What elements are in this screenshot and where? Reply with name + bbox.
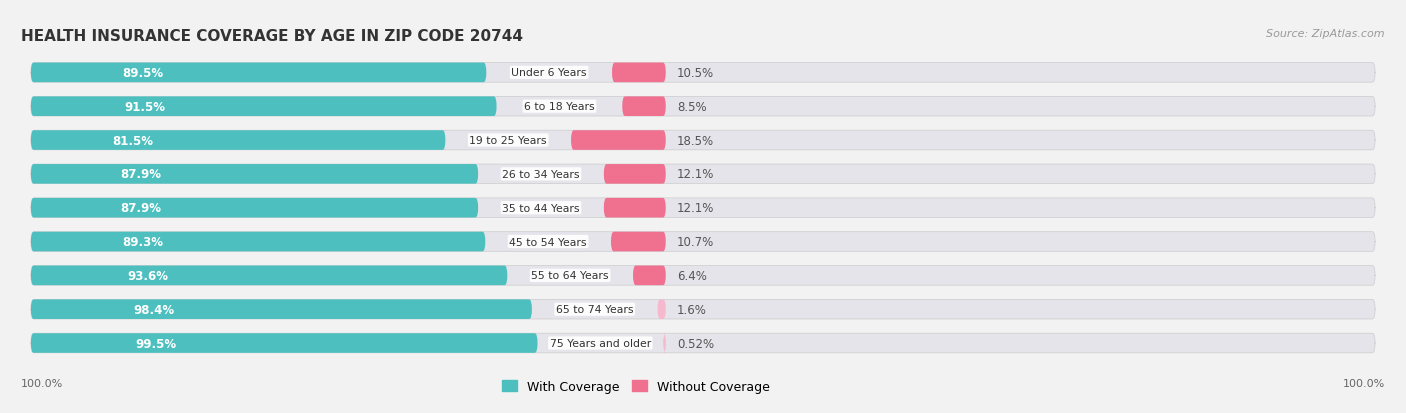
Text: 75 Years and older: 75 Years and older <box>550 338 651 348</box>
Text: 10.7%: 10.7% <box>676 235 714 249</box>
Text: 6 to 18 Years: 6 to 18 Years <box>524 102 595 112</box>
FancyBboxPatch shape <box>31 232 485 252</box>
FancyBboxPatch shape <box>633 266 666 285</box>
Text: 35 to 44 Years: 35 to 44 Years <box>502 203 579 213</box>
FancyBboxPatch shape <box>31 97 496 117</box>
Text: Source: ZipAtlas.com: Source: ZipAtlas.com <box>1267 29 1385 39</box>
Text: 12.1%: 12.1% <box>676 202 714 215</box>
Text: 12.1%: 12.1% <box>676 168 714 181</box>
Text: 100.0%: 100.0% <box>1343 378 1385 388</box>
Text: 8.5%: 8.5% <box>676 100 707 114</box>
FancyBboxPatch shape <box>612 232 666 252</box>
Text: 91.5%: 91.5% <box>125 100 166 114</box>
FancyBboxPatch shape <box>31 333 1375 353</box>
FancyBboxPatch shape <box>31 198 478 218</box>
Text: 87.9%: 87.9% <box>120 202 162 215</box>
Text: HEALTH INSURANCE COVERAGE BY AGE IN ZIP CODE 20744: HEALTH INSURANCE COVERAGE BY AGE IN ZIP … <box>21 29 523 44</box>
FancyBboxPatch shape <box>31 165 1375 184</box>
FancyBboxPatch shape <box>31 97 1375 117</box>
FancyBboxPatch shape <box>31 333 537 353</box>
Text: 19 to 25 Years: 19 to 25 Years <box>470 136 547 146</box>
FancyBboxPatch shape <box>612 64 666 83</box>
FancyBboxPatch shape <box>31 131 1375 150</box>
FancyBboxPatch shape <box>623 97 666 117</box>
Text: 6.4%: 6.4% <box>676 269 707 282</box>
Text: 55 to 64 Years: 55 to 64 Years <box>531 271 609 281</box>
Text: 45 to 54 Years: 45 to 54 Years <box>509 237 586 247</box>
Text: 18.5%: 18.5% <box>676 134 714 147</box>
FancyBboxPatch shape <box>658 300 666 319</box>
FancyBboxPatch shape <box>603 165 666 184</box>
Text: 89.3%: 89.3% <box>122 235 163 249</box>
Text: 81.5%: 81.5% <box>112 134 153 147</box>
FancyBboxPatch shape <box>571 131 666 150</box>
FancyBboxPatch shape <box>31 232 1375 252</box>
Text: 65 to 74 Years: 65 to 74 Years <box>555 304 634 314</box>
Text: 99.5%: 99.5% <box>135 337 176 350</box>
FancyBboxPatch shape <box>31 64 486 83</box>
FancyBboxPatch shape <box>31 266 508 285</box>
FancyBboxPatch shape <box>31 266 1375 285</box>
Text: 89.5%: 89.5% <box>122 67 163 80</box>
Legend: With Coverage, Without Coverage: With Coverage, Without Coverage <box>496 375 775 398</box>
FancyBboxPatch shape <box>31 300 1375 319</box>
FancyBboxPatch shape <box>31 300 531 319</box>
FancyBboxPatch shape <box>603 198 666 218</box>
FancyBboxPatch shape <box>31 198 1375 218</box>
FancyBboxPatch shape <box>31 64 1375 83</box>
Text: Under 6 Years: Under 6 Years <box>512 68 586 78</box>
Text: 0.52%: 0.52% <box>678 337 714 350</box>
Text: 26 to 34 Years: 26 to 34 Years <box>502 169 579 179</box>
Text: 87.9%: 87.9% <box>120 168 162 181</box>
FancyBboxPatch shape <box>664 333 666 353</box>
Text: 98.4%: 98.4% <box>134 303 174 316</box>
Text: 100.0%: 100.0% <box>21 378 63 388</box>
FancyBboxPatch shape <box>31 165 478 184</box>
Text: 93.6%: 93.6% <box>128 269 169 282</box>
Text: 1.6%: 1.6% <box>676 303 707 316</box>
Text: 10.5%: 10.5% <box>676 67 714 80</box>
FancyBboxPatch shape <box>31 131 446 150</box>
